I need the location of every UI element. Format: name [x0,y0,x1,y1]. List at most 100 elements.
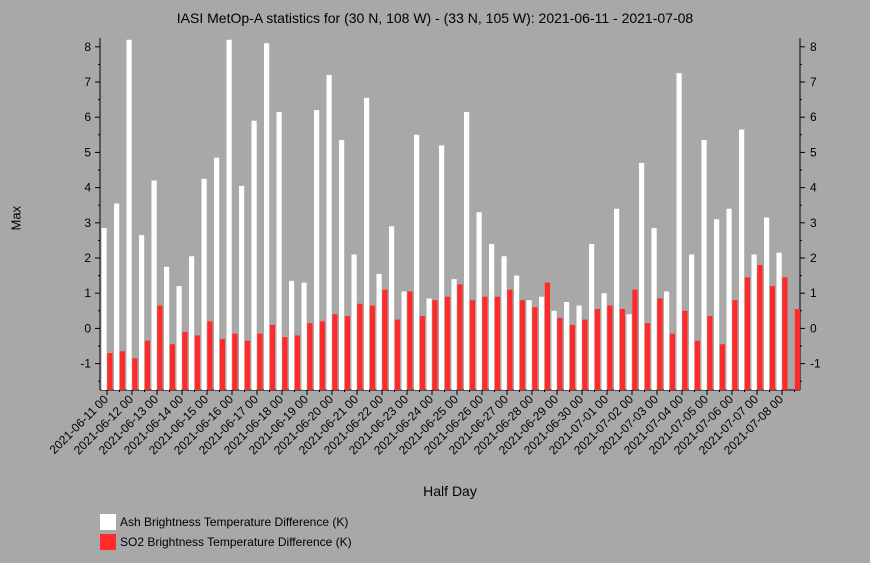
y-tick-label-left: -1 [80,357,91,371]
y-tick-label-left: 4 [84,181,91,195]
bar-so2 [169,344,175,390]
bar-so2 [232,333,238,390]
bar-ash [676,73,682,390]
bar-ash [326,74,332,391]
legend-swatch-so2 [100,534,116,550]
bar-so2 [707,316,713,390]
bar-so2 [469,300,475,390]
bar-ash [401,291,407,390]
bar-so2 [582,319,588,390]
bar-so2 [644,323,650,390]
bar-so2 [132,358,138,390]
bar-ash [464,111,470,391]
bar-ash [701,140,707,390]
bar-ash [201,178,207,390]
bar-so2 [332,314,338,390]
bar-so2 [407,291,413,390]
bar-so2 [394,319,400,390]
bar-so2 [657,298,663,390]
y-tick-label-right: 7 [810,75,817,89]
bar-ash [689,254,695,390]
legend-item-so2: SO2 Brightness Temperature Difference (K… [100,532,352,552]
y-tick-label-left: 3 [84,216,91,230]
bar-ash [476,212,482,390]
bar-so2 [157,305,163,390]
bar-so2 [344,316,350,390]
bar-ash [226,39,232,390]
bar-so2 [769,286,775,390]
legend-swatch-ash [100,514,116,530]
bar-so2 [432,300,438,390]
bar-so2 [119,351,125,390]
bar-so2 [794,309,800,390]
bar-so2 [782,277,788,390]
bar-ash [664,291,670,390]
bar-ash [251,120,257,390]
bar-so2 [494,296,500,390]
y-tick-label-right: 4 [810,181,817,195]
y-tick-label-left: 5 [84,145,91,159]
bar-so2 [207,321,213,390]
bar-ash [114,203,120,390]
bar-ash [514,275,520,390]
y-axis-label: Max [8,205,24,231]
legend-label-ash: Ash Brightness Temperature Difference (K… [120,515,349,529]
bar-ash [576,305,582,390]
y-tick-label-left: 1 [84,286,91,300]
bar-so2 [294,335,300,390]
bar-so2 [482,296,488,390]
bar-so2 [457,284,463,390]
bar-ash [314,110,320,390]
y-tick-label-left: 0 [84,321,91,335]
legend: Ash Brightness Temperature Difference (K… [100,512,352,552]
bar-ash [214,157,220,390]
bar-ash [426,298,432,390]
bar-ash [614,208,620,390]
bar-so2 [107,353,113,390]
bar-ash [176,286,182,390]
bar-so2 [757,265,763,390]
y-tick-label-right: -1 [810,357,821,371]
bar-so2 [744,277,750,390]
bar-so2 [357,303,363,390]
chart-title: IASI MetOp-A statistics for (30 N, 108 W… [176,10,694,26]
bar-so2 [419,316,425,390]
bar-so2 [244,340,250,390]
bar-so2 [182,331,188,390]
bar-ash [526,300,532,390]
bar-so2 [282,337,288,390]
y-tick-label-right: 6 [810,110,817,124]
bar-ash [539,296,545,390]
bar-so2 [194,335,200,390]
bar-so2 [619,309,625,390]
bar-ash [751,254,757,390]
y-tick-label-left: 7 [84,75,91,89]
y-tick-label-right: 8 [810,40,817,54]
bar-so2 [719,344,725,390]
bar-so2 [369,305,375,390]
y-tick-label-left: 2 [84,251,91,265]
bar-ash [414,134,420,390]
bar-ash [289,280,295,390]
bar-ash [376,273,382,390]
bar-ash [501,256,507,390]
y-tick-label-right: 5 [810,145,817,159]
x-axis-label: Half Day [423,483,477,499]
bar-so2 [519,300,525,390]
bar-ash [551,310,557,390]
bar-ash [301,282,307,390]
bar-so2 [632,289,638,390]
bar-ash [439,145,445,390]
bar-ash [164,266,170,390]
bar-so2 [732,300,738,390]
bar-ash [339,140,345,390]
bar-ash [239,185,245,390]
bar-so2 [382,289,388,390]
bar-ash [564,302,570,390]
bar-ash [151,180,157,390]
bar-so2 [532,307,538,390]
bar-so2 [219,338,225,390]
bar-so2 [544,282,550,390]
bar-ash [139,235,145,390]
